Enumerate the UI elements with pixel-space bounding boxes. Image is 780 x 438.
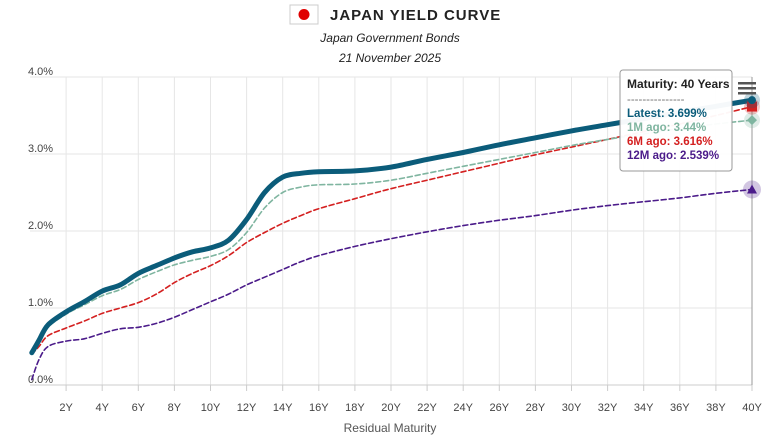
x-tick-label: 34Y: [634, 402, 654, 414]
x-tick-label: 6Y: [132, 402, 146, 414]
menu-icon[interactable]: [738, 82, 756, 95]
series-line-latest: [29, 97, 755, 356]
y-axis-ticks: 0.0% 1.0% 2.0% 3.0% 4.0%: [28, 66, 53, 386]
x-tick-label: 10Y: [201, 402, 221, 414]
x-tick-label: 32Y: [598, 402, 618, 414]
y-tick-label: 3.0%: [28, 143, 53, 155]
tooltip-title: Maturity: 40 Years: [627, 77, 730, 91]
tooltip-separator: ---------------: [627, 94, 685, 106]
y-tick-label: 2.0%: [28, 220, 53, 232]
chart-subtitle-2: 21 November 2025: [338, 51, 441, 65]
x-tick-label: 16Y: [309, 402, 329, 414]
tooltip-12m: 12M ago: 2.539%: [627, 150, 719, 162]
series-line-1m-ago: [31, 119, 753, 352]
x-tick-label: 28Y: [526, 402, 546, 414]
x-tick-label: 2Y: [59, 402, 73, 414]
chart-title: JAPAN YIELD CURVE: [330, 7, 501, 24]
x-tick-label: 14Y: [273, 402, 293, 414]
x-tick-label: 36Y: [670, 402, 690, 414]
y-tick-label: 4.0%: [28, 66, 53, 78]
x-tick-label: 40Y: [742, 402, 762, 414]
tooltip-6m: 6M ago: 3.616%: [627, 136, 713, 148]
x-tick-label: 24Y: [453, 402, 473, 414]
tooltip-1m: 1M ago: 3.44%: [627, 122, 706, 134]
x-tick-label: 4Y: [95, 402, 109, 414]
x-tick-label: 30Y: [562, 402, 582, 414]
marker-6m-ago: [747, 101, 757, 112]
marker-latest: [748, 96, 756, 105]
x-axis-title: Residual Maturity: [344, 421, 437, 435]
x-tick-label: 26Y: [490, 402, 510, 414]
x-tick-label: 22Y: [417, 402, 437, 414]
series-markers: [743, 92, 761, 199]
japan-flag-icon: [289, 4, 319, 25]
x-tick-label: 20Y: [381, 402, 401, 414]
marker-1m-ago: [747, 115, 757, 126]
series-lines: [29, 97, 755, 381]
tooltip-latest: Latest: 3.699%: [627, 108, 707, 120]
x-tick-label: 12Y: [237, 402, 257, 414]
grid-lines: [30, 76, 753, 386]
marker-12m-ago: [747, 184, 757, 194]
series-line-12m-ago: [31, 188, 753, 381]
x-axis-ticks: 2Y 4Y 6Y 8Y 10Y 12Y 14Y 16Y 18Y 20Y 22Y 24Y 26Y 28Y 30…: [59, 385, 762, 414]
tooltip: Maturity: 40 Years --------------- Lates…: [619, 69, 733, 172]
chart-subtitle-1: Japan Government Bonds: [319, 31, 459, 45]
y-tick-label: 0.0%: [28, 374, 53, 386]
x-tick-label: 38Y: [706, 402, 726, 414]
series-line-6m-ago: [31, 105, 753, 355]
x-tick-label: 8Y: [168, 402, 182, 414]
y-tick-label: 1.0%: [28, 297, 53, 309]
x-tick-label: 18Y: [345, 402, 365, 414]
